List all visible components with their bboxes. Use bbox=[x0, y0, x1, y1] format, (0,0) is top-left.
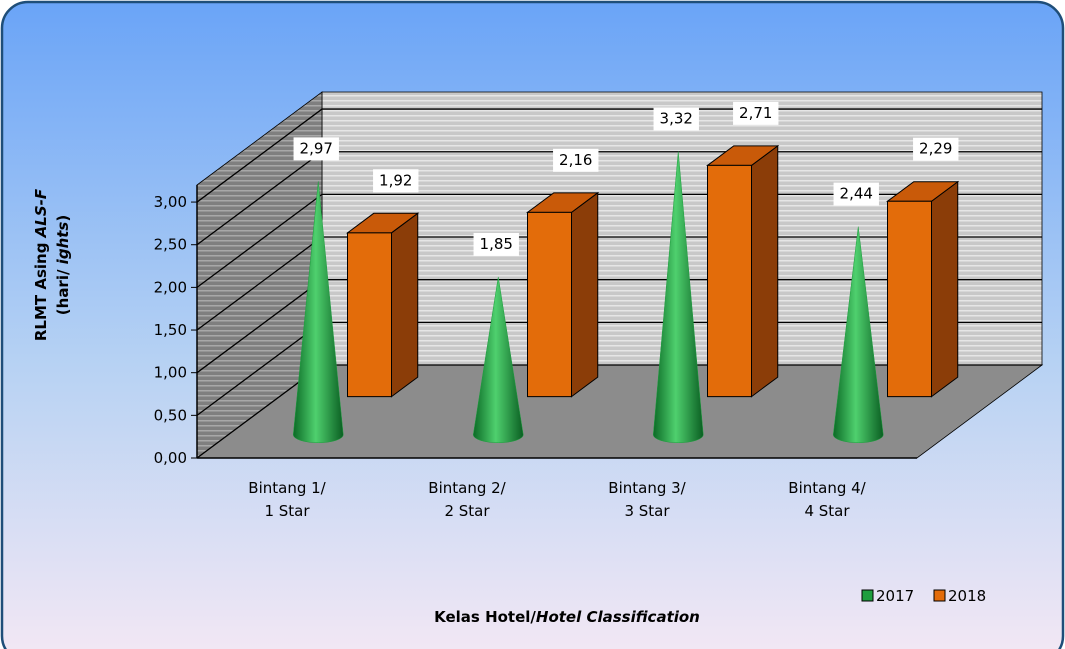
grid-line bbox=[196, 193, 1042, 288]
data-label: 2,71 bbox=[739, 104, 772, 122]
cone bbox=[652, 151, 704, 443]
data-label-box bbox=[733, 101, 779, 125]
bar bbox=[345, 212, 420, 398]
y-tick-label: 1,50 bbox=[154, 321, 187, 339]
y-axis-label: RLMT Asing ALS-F bbox=[32, 188, 50, 341]
data-label-box bbox=[833, 182, 879, 206]
bar-side bbox=[391, 212, 419, 398]
y-tick-label: 1,00 bbox=[154, 364, 187, 382]
data-label: 1,92 bbox=[379, 171, 412, 189]
y-tick-label: 3,00 bbox=[154, 193, 187, 211]
bar-side bbox=[751, 144, 779, 398]
x-tick-label: Bintang 3/ bbox=[608, 479, 686, 497]
bar-side bbox=[571, 191, 599, 398]
cone bbox=[832, 226, 884, 443]
bar-front bbox=[707, 164, 752, 398]
legend-swatch bbox=[933, 589, 946, 602]
bar-side bbox=[931, 180, 959, 398]
x-tick-label: 4 Star bbox=[804, 502, 850, 520]
data-label: 1,85 bbox=[480, 235, 513, 253]
x-tick-label: Bintang 1/ bbox=[248, 479, 326, 497]
bar bbox=[885, 180, 960, 398]
data-label-box bbox=[553, 148, 599, 172]
x-tick-label: Bintang 4/ bbox=[788, 479, 866, 497]
data-label-box bbox=[293, 137, 339, 161]
grid-line bbox=[196, 108, 1042, 203]
bar-front bbox=[887, 200, 932, 398]
data-label: 2,97 bbox=[300, 139, 333, 157]
y-axis-label: (hari/ ights) bbox=[54, 215, 72, 315]
x-tick-label: 2 Star bbox=[444, 502, 490, 520]
y-tick-label: 2,00 bbox=[154, 278, 187, 296]
y-tick-label: 0,50 bbox=[154, 406, 187, 424]
data-label: 2,16 bbox=[559, 151, 592, 169]
data-label: 3,32 bbox=[660, 110, 693, 128]
y-tick-label: 2,50 bbox=[154, 236, 187, 254]
bar-front bbox=[527, 211, 572, 398]
bar bbox=[525, 191, 600, 398]
y-tick-label: 0,00 bbox=[154, 449, 187, 467]
cone bbox=[472, 276, 524, 443]
data-label-box bbox=[913, 137, 959, 161]
bar-front bbox=[347, 232, 392, 398]
cone bbox=[292, 181, 344, 443]
data-label-box bbox=[473, 232, 519, 256]
legend-label: 2017 bbox=[876, 587, 914, 605]
data-label: 2,44 bbox=[840, 185, 873, 203]
legend-swatch bbox=[861, 589, 874, 602]
data-label-box bbox=[653, 107, 699, 131]
x-tick-label: 1 Star bbox=[264, 502, 310, 520]
data-label: 2,29 bbox=[919, 140, 952, 158]
x-tick-label: Bintang 2/ bbox=[428, 479, 506, 497]
bar bbox=[705, 144, 780, 398]
x-axis-label: Kelas Hotel/Hotel Classification bbox=[434, 608, 700, 626]
legend-label: 2018 bbox=[948, 587, 986, 605]
data-label-box bbox=[373, 169, 419, 193]
x-tick-label: 3 Star bbox=[624, 502, 670, 520]
